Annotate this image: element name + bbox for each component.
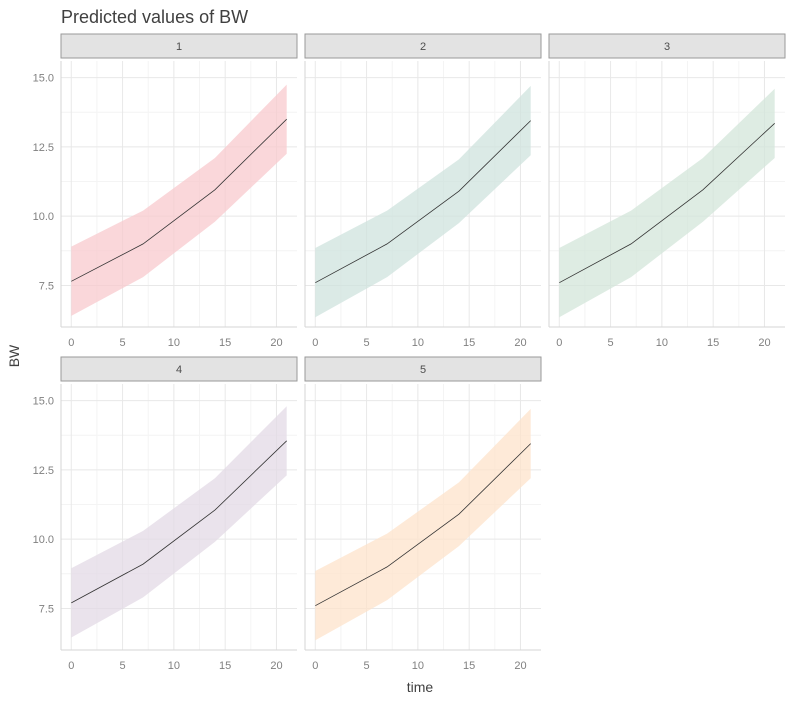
y-tick-label: 10.0 <box>33 534 54 546</box>
facet-strip <box>60 356 298 382</box>
prediction-line <box>315 120 531 284</box>
prediction-line <box>71 440 287 604</box>
confidence-band <box>559 88 775 318</box>
x-tick-label: 20 <box>270 337 282 349</box>
x-tick-label: 20 <box>514 660 526 672</box>
confidence-band <box>315 85 531 318</box>
x-tick-label: 5 <box>120 337 126 349</box>
y-tick-label: 12.5 <box>33 465 54 477</box>
facet-panel-4: 4 0 5 10 15 20 7.5 10.0 12.5 15.0 <box>33 356 298 672</box>
x-tick-label: 20 <box>514 337 526 349</box>
x-tick-label: 5 <box>608 337 614 349</box>
y-tick-label: 15.0 <box>33 73 54 85</box>
confidence-band <box>71 84 287 316</box>
facet-strip-label: 5 <box>420 364 426 376</box>
facet-strip <box>304 356 542 382</box>
facet-strip <box>60 33 298 59</box>
x-tick-label: 0 <box>312 337 318 349</box>
confidence-band <box>315 408 531 641</box>
x-tick-label: 5 <box>120 660 126 672</box>
y-tick-label: 15.0 <box>33 396 54 408</box>
facet-strip-label: 3 <box>664 41 670 53</box>
x-tick-label: 5 <box>364 660 370 672</box>
x-tick-label: 10 <box>412 337 424 349</box>
x-tick-label: 10 <box>168 660 180 672</box>
x-tick-label: 15 <box>707 337 719 349</box>
x-tick-label: 0 <box>312 660 318 672</box>
prediction-line <box>71 118 287 282</box>
y-axis-title: BW <box>6 344 22 367</box>
y-tick-label: 12.5 <box>33 142 54 154</box>
x-tick-label: 10 <box>656 337 668 349</box>
facet-panel-2: 20 5 10 15 20 <box>304 33 542 349</box>
facet-panel-3: 3 0 5 10 15 20 <box>548 33 786 349</box>
facet-strip-label: 4 <box>176 364 182 376</box>
x-axis-title: time <box>407 679 434 695</box>
x-tick-label: 0 <box>556 337 562 349</box>
y-tick-label: 10.0 <box>33 211 54 223</box>
x-tick-label: 15 <box>463 660 475 672</box>
y-tick-label: 7.5 <box>39 603 54 615</box>
facet-strip-label: 2 <box>420 41 426 53</box>
x-tick-label: 0 <box>68 337 74 349</box>
facet-strip <box>304 33 542 59</box>
x-tick-label: 5 <box>364 337 370 349</box>
prediction-line <box>315 443 531 607</box>
confidence-band <box>71 406 287 638</box>
facet-panel-5: 5 0 5 10 15 20 <box>304 356 542 672</box>
facet-panel-1: 10 5 10 15 207.510.012.515.0 <box>33 33 298 349</box>
x-tick-label: 15 <box>219 660 231 672</box>
x-tick-label: 20 <box>270 660 282 672</box>
x-tick-label: 15 <box>219 337 231 349</box>
x-tick-label: 0 <box>68 660 74 672</box>
facet-strip-label: 1 <box>176 41 182 53</box>
chart-title: Predicted values of BW <box>61 7 248 27</box>
x-tick-label: 20 <box>758 337 770 349</box>
x-tick-label: 15 <box>463 337 475 349</box>
prediction-line <box>559 123 775 284</box>
x-tick-label: 10 <box>168 337 180 349</box>
y-tick-label: 7.5 <box>39 280 54 292</box>
facet-strip <box>548 33 786 59</box>
x-tick-label: 10 <box>412 660 424 672</box>
